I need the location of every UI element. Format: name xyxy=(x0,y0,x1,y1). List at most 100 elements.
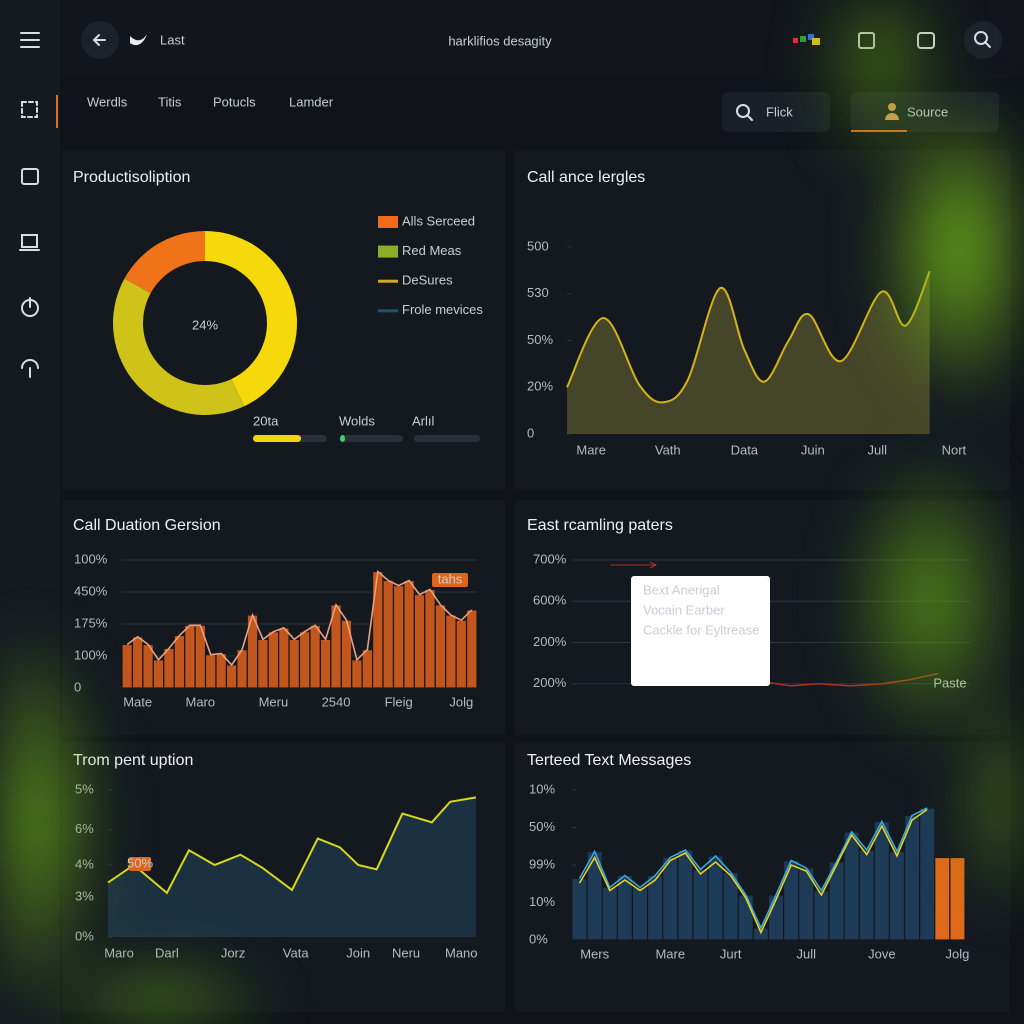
bar xyxy=(121,643,134,689)
bar xyxy=(616,874,634,941)
progress-label: Wolds xyxy=(339,413,375,428)
panel-title: East rcamling paters xyxy=(527,517,673,534)
bar xyxy=(662,856,679,941)
legend-swatch xyxy=(378,216,398,228)
progress-track xyxy=(414,435,480,442)
annotation: Paste xyxy=(933,675,966,690)
bar xyxy=(173,634,186,689)
tab[interactable]: Lamder xyxy=(289,94,334,109)
bar xyxy=(707,855,724,941)
bar xyxy=(934,856,951,941)
back-label[interactable]: Last xyxy=(160,32,185,47)
bar xyxy=(309,624,321,689)
bar xyxy=(371,570,384,689)
bar xyxy=(382,579,395,689)
y-tick-label: 5% xyxy=(75,781,94,796)
y-tick-label: 200% xyxy=(533,634,567,649)
tab[interactable]: Werdls xyxy=(87,94,128,109)
x-tick-label: Maro xyxy=(185,694,215,709)
x-tick-label: Mate xyxy=(123,694,152,709)
bar xyxy=(858,849,875,941)
bar xyxy=(163,647,175,689)
bar xyxy=(445,614,457,689)
tooltip-line: Vocain Earber xyxy=(643,602,725,617)
bar xyxy=(692,868,709,941)
bar xyxy=(828,861,845,941)
x-tick-label: Mano xyxy=(445,945,478,960)
y-tick-label: 10% xyxy=(529,781,555,796)
bar xyxy=(843,831,860,941)
bar xyxy=(455,619,468,689)
y-tick-label: 10% xyxy=(529,894,555,909)
legend-label: Red Meas xyxy=(402,243,462,258)
y-tick-label: 450% xyxy=(74,583,108,598)
y-tick-label: 600% xyxy=(533,593,567,608)
bar xyxy=(267,631,280,689)
bar xyxy=(919,807,936,941)
tooltip-line: Cackle for Eyltrease xyxy=(643,622,759,637)
panel-title: Terteed Text Messages xyxy=(527,752,691,769)
bar xyxy=(225,664,238,689)
x-tick-label: Data xyxy=(731,442,759,457)
search-button[interactable] xyxy=(964,21,1002,59)
bar xyxy=(465,609,478,689)
y-tick-label: 0 xyxy=(527,425,534,440)
bar xyxy=(204,654,217,689)
bar xyxy=(403,579,415,689)
y-tick-label: 100% xyxy=(74,647,108,662)
tab[interactable]: Titis xyxy=(158,94,182,109)
y-tick-label: 50% xyxy=(529,819,555,834)
bar xyxy=(601,886,618,941)
bar xyxy=(888,850,906,941)
page-title: harklifios desagity xyxy=(448,33,552,48)
y-tick-label: 100% xyxy=(74,551,108,566)
x-tick-label: Vata xyxy=(283,945,310,960)
donut-center-label: 24% xyxy=(192,317,218,332)
bar xyxy=(152,659,165,689)
bar xyxy=(813,889,830,941)
legend-label: Alls Serceed xyxy=(402,213,475,228)
y-tick-label: 20% xyxy=(527,379,553,394)
bar xyxy=(646,874,664,941)
x-tick-label: Jorz xyxy=(221,945,246,960)
y-tick-label: 530 xyxy=(527,285,549,300)
y-tick-label: 50% xyxy=(527,332,553,347)
bar xyxy=(288,638,301,689)
x-tick-label: Mers xyxy=(580,946,609,961)
x-tick-label: Meru xyxy=(259,694,289,709)
x-tick-label: Mare xyxy=(576,442,606,457)
legend-swatch xyxy=(378,309,398,313)
bar xyxy=(413,593,426,689)
bar xyxy=(131,636,144,689)
x-tick-label: Jurt xyxy=(720,946,742,961)
panel-title: Productisoliption xyxy=(73,169,190,186)
legend-swatch xyxy=(378,245,398,258)
x-tick-label: Neru xyxy=(392,945,420,960)
y-tick-label: 700% xyxy=(533,551,567,566)
y-tick-label: 175% xyxy=(74,615,108,630)
x-tick-label: Darl xyxy=(155,945,179,960)
x-tick-label: 2540 xyxy=(322,694,351,709)
x-tick-label: Fleig xyxy=(385,694,413,709)
bar xyxy=(340,619,353,689)
button-label: Flick xyxy=(766,104,793,119)
y-tick-label: 0 xyxy=(74,679,81,694)
progress-fill xyxy=(253,435,302,442)
annotation: tahs xyxy=(438,571,463,586)
x-tick-label: Join xyxy=(346,945,370,960)
y-tick-label: 200% xyxy=(533,675,567,690)
legend-swatch xyxy=(378,279,398,283)
bar xyxy=(949,856,966,941)
progress-fill xyxy=(340,435,346,442)
bar xyxy=(873,820,891,941)
y-tick-label: 3% xyxy=(75,889,94,904)
bar xyxy=(351,659,363,689)
x-tick-label: Jolg xyxy=(946,946,970,961)
y-tick-label: 0% xyxy=(529,931,548,946)
tab[interactable]: Potucls xyxy=(213,94,256,109)
progress-label: Arlıl xyxy=(412,413,435,428)
bar xyxy=(392,584,405,689)
y-tick-label: 99% xyxy=(529,856,555,871)
